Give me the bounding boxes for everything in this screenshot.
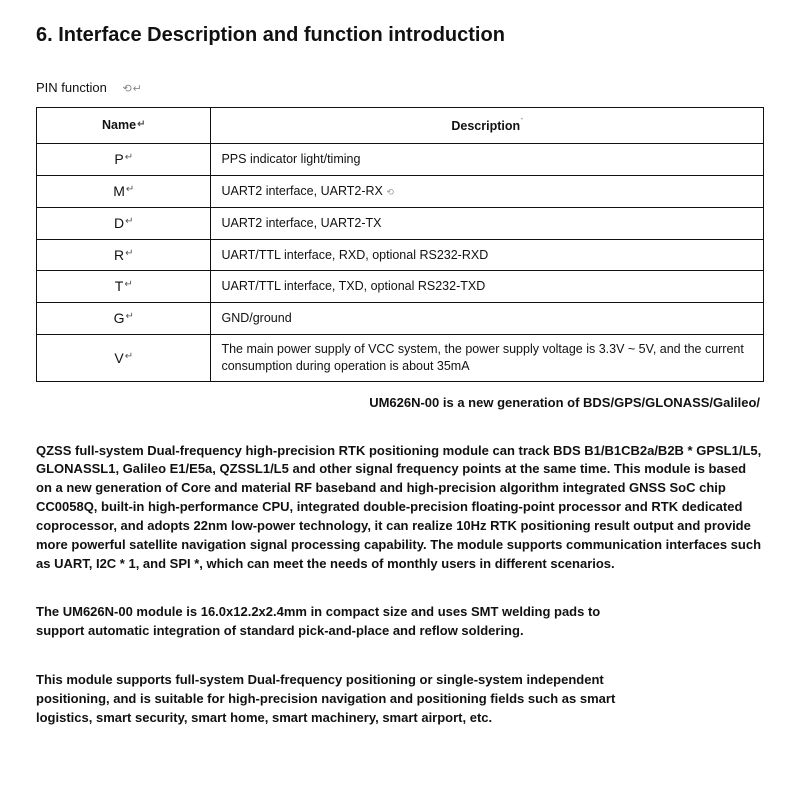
pin-function-text: PIN function — [36, 80, 107, 95]
cr-icon: ↵ — [124, 279, 132, 290]
col-header-name-text: Name — [102, 118, 136, 132]
cr-icon: ↵ — [125, 152, 133, 163]
pin-desc-cell: UART2 interface, UART2-TX — [211, 207, 764, 239]
pin-name-text: V — [114, 350, 123, 366]
table-row: D↵UART2 interface, UART2-TX — [37, 207, 764, 239]
pin-name-text: T — [115, 278, 124, 294]
table-row: M↵UART2 interface, UART2-RX ⟲ — [37, 175, 764, 207]
pin-name-text: D — [114, 215, 124, 231]
paragraph-3: This module supports full-system Dual-fr… — [36, 671, 636, 728]
cr-icon: ↵ — [125, 311, 133, 322]
pin-name-cell: V↵ — [37, 335, 211, 382]
pin-function-label: PIN function ⟲↵ — [36, 79, 764, 97]
paragraph-2: The UM626N-00 module is 16.0x12.2x2.4mm … — [36, 603, 636, 641]
cr-icon: ↵ — [125, 216, 133, 227]
table-row: V↵The main power supply of VCC system, t… — [37, 335, 764, 382]
cr-icon: ↵ — [125, 248, 133, 259]
pin-name-cell: M↵ — [37, 175, 211, 207]
col-header-description: Description˺ — [211, 107, 764, 143]
pin-name-text: G — [114, 310, 125, 326]
pin-desc-cell: UART/TTL interface, TXD, optional RS232-… — [211, 271, 764, 303]
paragraph-1: QZSS full-system Dual-frequency high-pre… — [36, 442, 764, 574]
pin-name-cell: T↵ — [37, 271, 211, 303]
cr-icon: ↵ — [126, 184, 134, 195]
section-title: 6. Interface Description and function in… — [36, 22, 764, 49]
pin-name-text: P — [114, 151, 123, 167]
pin-name-cell: R↵ — [37, 239, 211, 271]
sup-mark: ˺ — [520, 117, 523, 127]
pin-name-text: R — [114, 247, 124, 263]
col-header-name: Name↵ — [37, 107, 211, 143]
pin-name-cell: D↵ — [37, 207, 211, 239]
col-header-desc-text: Description — [451, 119, 520, 133]
pin-desc-cell: GND/ground — [211, 303, 764, 335]
pin-name-cell: P↵ — [37, 143, 211, 175]
pin-desc-cell: UART/TTL interface, RXD, optional RS232-… — [211, 239, 764, 271]
table-header-row: Name↵ Description˺ — [37, 107, 764, 143]
pin-name-cell: G↵ — [37, 303, 211, 335]
scribble-mark: ⟲ — [383, 187, 395, 197]
pin-desc-cell: The main power supply of VCC system, the… — [211, 335, 764, 382]
cr-icon: ↵ — [125, 351, 133, 362]
module-generation-line: UM626N-00 is a new generation of BDS/GPS… — [36, 394, 764, 412]
cr-icon: ↵ — [137, 119, 145, 130]
table-row: P↵PPS indicator light/timing — [37, 143, 764, 175]
pin-function-extra-glyph: ⟲↵ — [122, 82, 142, 97]
pin-desc-cell: PPS indicator light/timing — [211, 143, 764, 175]
pin-table: Name↵ Description˺ P↵PPS indicator light… — [36, 107, 764, 382]
pin-name-text: M — [113, 183, 125, 199]
table-row: R↵UART/TTL interface, RXD, optional RS23… — [37, 239, 764, 271]
table-row: T↵UART/TTL interface, TXD, optional RS23… — [37, 271, 764, 303]
table-row: G↵GND/ground — [37, 303, 764, 335]
pin-desc-cell: UART2 interface, UART2-RX ⟲ — [211, 175, 764, 207]
